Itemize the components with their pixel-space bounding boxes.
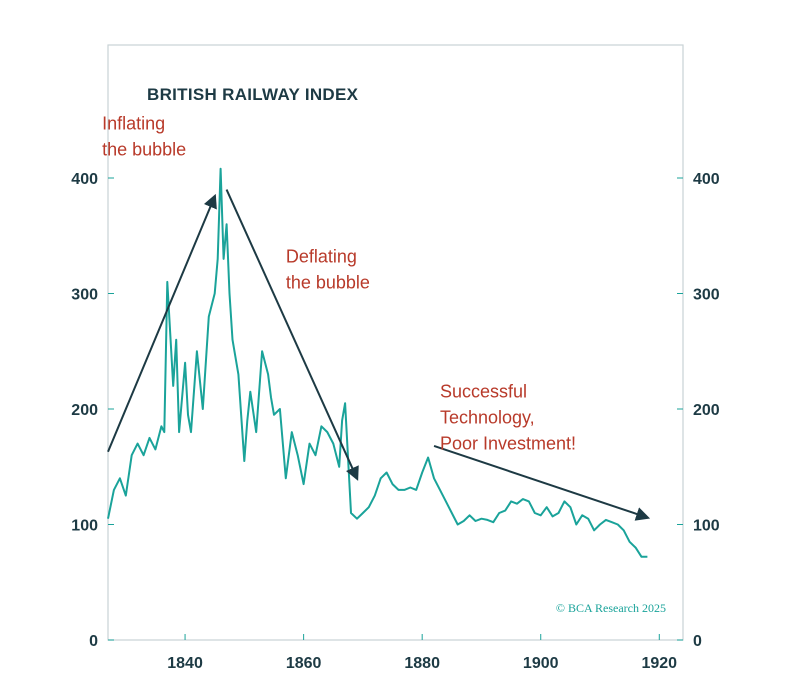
series-layer xyxy=(107,167,648,558)
trend-arrow xyxy=(433,445,651,521)
y-tick-label-left: 200 xyxy=(71,402,98,419)
x-tick-label: 1900 xyxy=(523,655,559,672)
y-tick-label-left: 300 xyxy=(71,287,98,304)
plot-frame xyxy=(107,44,684,641)
annotations-layer: Inflating the bubble Deflating the bubble Su… xyxy=(102,113,576,453)
y-tick-label-right: 200 xyxy=(693,402,720,419)
arrows-layer xyxy=(107,189,651,521)
y-tick-label-left: 100 xyxy=(71,518,98,535)
annotation-line: Poor Investment! xyxy=(440,433,576,453)
x-tick-label: 1920 xyxy=(641,655,677,672)
annotation: Successful Technology, Poor Investment! xyxy=(440,381,576,453)
y-tick-label-right: 0 xyxy=(693,633,702,650)
annotation-line: Successful xyxy=(440,381,527,401)
x-tick-label: 1880 xyxy=(404,655,440,672)
x-tick-label: 1840 xyxy=(167,655,203,672)
y-tick-label-right: 400 xyxy=(693,171,720,188)
annotation-line: Technology, xyxy=(440,407,535,427)
annotation-line: the bubble xyxy=(102,139,186,159)
annotation-line: Inflating xyxy=(102,113,165,133)
trend-arrow xyxy=(107,193,217,453)
trend-arrow xyxy=(225,189,359,481)
series-line xyxy=(107,167,648,558)
y-tick-label-right: 100 xyxy=(693,518,720,535)
y-tick-label-left: 0 xyxy=(89,633,98,650)
annotation: Deflating the bubble xyxy=(286,246,370,292)
annotation-line: Deflating xyxy=(286,246,357,266)
y-tick-label-right: 300 xyxy=(693,287,720,304)
annotation-line: the bubble xyxy=(286,272,370,292)
axes: 0 0 100 100 200 200 300 300 400 400 1840 1860 1880 19… xyxy=(71,44,720,672)
y-tick-label-left: 400 xyxy=(71,171,98,188)
x-tick-label: 1860 xyxy=(286,655,322,672)
annotation: Inflating the bubble xyxy=(102,113,186,159)
chart-title: BRITISH RAILWAY INDEX xyxy=(147,85,359,104)
chart-credit: © BCA Research 2025 xyxy=(556,601,666,615)
